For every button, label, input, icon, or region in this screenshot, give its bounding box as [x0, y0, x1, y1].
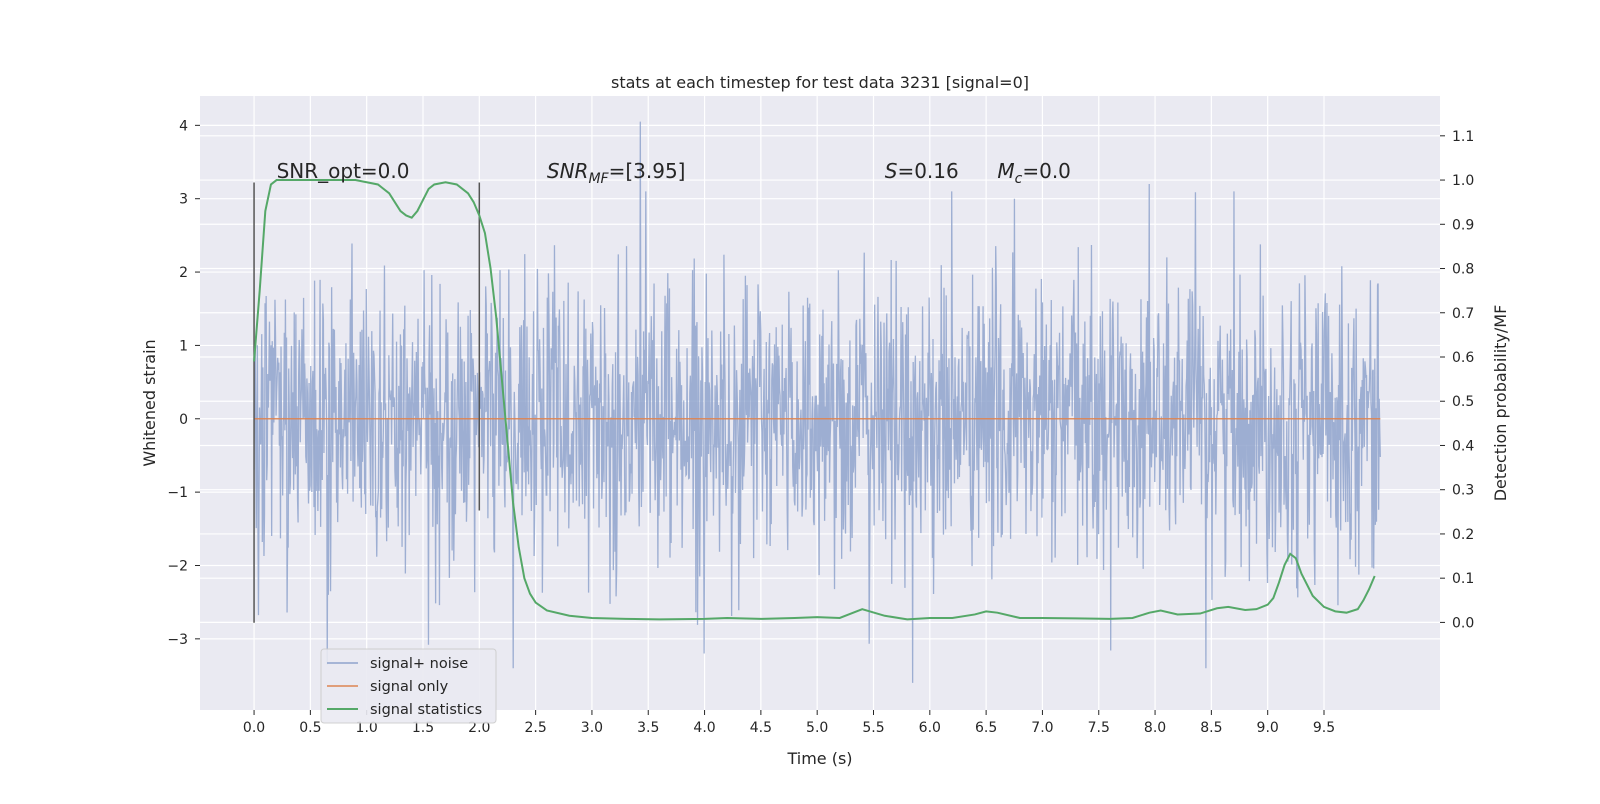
y-right-tick-label: 0.0 [1452, 615, 1474, 631]
y-axis-right-label: Detection probability/MF [1491, 305, 1510, 502]
x-tick-label: 1.5 [412, 720, 434, 736]
y-left-tick-label: 1 [179, 338, 188, 354]
snr-opt-annotation: SNR_opt=0.0 [277, 159, 410, 183]
signal-noise-line [253, 121, 1381, 683]
x-tick-label: 6.5 [975, 720, 997, 736]
x-tick-label: 4.0 [693, 720, 715, 736]
x-tick-label: 9.0 [1257, 720, 1279, 736]
y-left-tick-label: 3 [179, 192, 188, 208]
y-left-tick-label: −1 [167, 485, 188, 501]
legend-box [320, 648, 497, 724]
y-left-tick-label: −2 [167, 558, 188, 574]
signal-statistics-series [253, 179, 1376, 621]
x-tick-label: 3.0 [581, 720, 603, 736]
y-right-tick-label: 0.8 [1452, 262, 1474, 278]
y-right-tick-label: 0.6 [1452, 350, 1474, 366]
legend-label-signal-only: signal only [370, 679, 449, 695]
legend: signal+ noise signal only signal statist… [320, 648, 497, 724]
y-right-tick-label: 1.0 [1452, 173, 1474, 189]
x-tick-label: 9.5 [1313, 720, 1335, 736]
x-tick-label: 8.0 [1144, 720, 1166, 736]
x-tick-label: 5.5 [862, 720, 884, 736]
x-tick-label: 0.0 [243, 720, 265, 736]
axes-ticks: 0.0 0.5 1.0 1.5 2.0 2.5 3.0 3.5 4.0 4.5 5.0 5.5 6.0 6… [167, 118, 1474, 736]
y-right-tick-label: 0.9 [1452, 217, 1474, 233]
y-left-tick-label: 2 [179, 265, 188, 281]
x-tick-label: 5.0 [806, 720, 828, 736]
x-tick-label: 3.5 [637, 720, 659, 736]
x-tick-label: 2.5 [524, 720, 546, 736]
time-markers [253, 182, 481, 623]
x-tick-label: 7.0 [1031, 720, 1053, 736]
snr-mf-annotation: SNRMF=[3.95] [547, 159, 686, 187]
y-left-tick-label: −3 [167, 632, 188, 648]
y-left-tick-label: 4 [179, 118, 188, 134]
legend-label-signal-noise: signal+ noise [370, 656, 468, 672]
y-right-tick-label: 0.1 [1452, 571, 1474, 587]
annotations: SNR_opt=0.0 SNRMF=[3.95] S=0.16 Mc=0.0 [277, 159, 1071, 187]
y-right-tick-label: 0.4 [1452, 438, 1474, 454]
x-tick-label: 8.5 [1200, 720, 1222, 736]
y-right-tick-label: 0.7 [1452, 306, 1474, 322]
chart-title: stats at each timestep for test data 323… [611, 73, 1029, 92]
y-right-tick-label: 0.5 [1452, 394, 1474, 410]
mc-annotation: Mc=0.0 [997, 159, 1071, 187]
x-tick-label: 2.0 [468, 720, 490, 736]
y-left-tick-label: 0 [179, 412, 188, 428]
x-tick-label: 1.0 [356, 720, 378, 736]
x-tick-label: 6.0 [919, 720, 941, 736]
signal-statistics-line [253, 179, 1376, 621]
y-right-tick-label: 1.1 [1452, 129, 1474, 145]
x-axis-label: Time (s) [786, 749, 852, 768]
y-right-tick-label: 0.2 [1452, 527, 1474, 543]
y-axis-left-label: Whitened strain [140, 339, 159, 466]
s-annotation: S=0.16 [885, 159, 959, 183]
x-tick-label: 4.5 [750, 720, 772, 736]
snr-opt-text: SNR_opt=0.0 [277, 159, 410, 183]
x-tick-label: 0.5 [299, 720, 321, 736]
signal-noise-series [253, 121, 1381, 683]
legend-label-signal-statistics: signal statistics [370, 702, 482, 718]
y-right-tick-label: 0.3 [1452, 483, 1474, 499]
x-tick-label: 7.5 [1088, 720, 1110, 736]
